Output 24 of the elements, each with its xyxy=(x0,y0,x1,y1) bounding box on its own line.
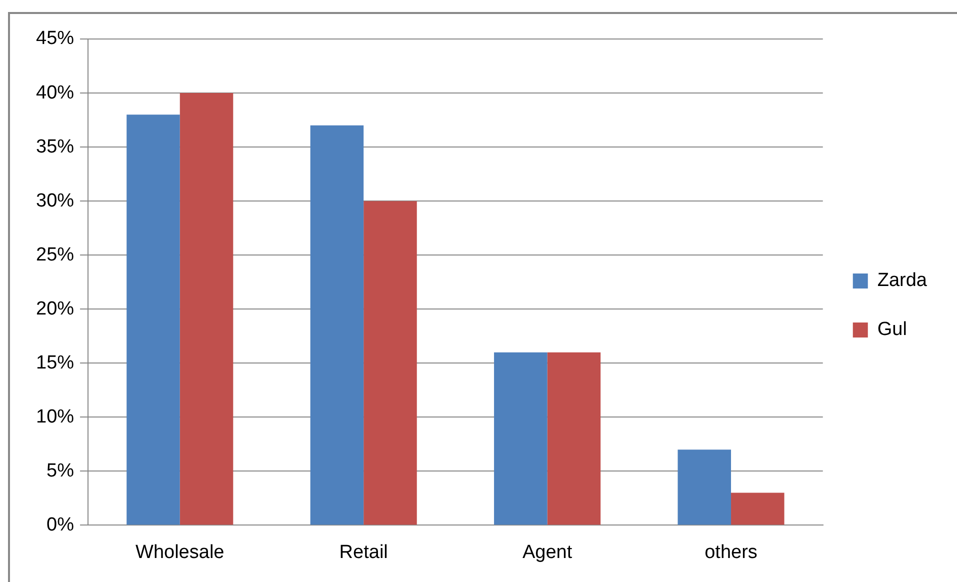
y-tick-label: 35% xyxy=(36,136,74,158)
bar xyxy=(126,114,180,525)
bar xyxy=(678,450,732,525)
y-tick-label: 10% xyxy=(36,406,74,428)
y-tick-label: 0% xyxy=(46,514,74,536)
legend-label: Zarda xyxy=(877,270,928,292)
bar xyxy=(547,352,601,525)
y-tick-label: 45% xyxy=(36,28,74,50)
y-tick-label: 30% xyxy=(36,190,74,212)
legend-label: Gul xyxy=(877,319,907,340)
bar xyxy=(180,93,234,525)
x-tick-label: Wholesale xyxy=(136,542,224,563)
y-tick-label: 15% xyxy=(36,352,74,374)
bar xyxy=(494,352,548,525)
y-tick-label: 5% xyxy=(46,460,74,482)
y-tick-label: 40% xyxy=(36,82,74,104)
bar xyxy=(364,201,417,525)
bar xyxy=(731,492,784,525)
x-tick-label: Retail xyxy=(339,542,388,563)
y-tick-label: 25% xyxy=(36,244,74,266)
x-tick-label: Agent xyxy=(522,542,573,563)
bar xyxy=(310,125,364,525)
x-tick-label: others xyxy=(704,542,758,563)
y-tick-label: 20% xyxy=(36,298,74,320)
